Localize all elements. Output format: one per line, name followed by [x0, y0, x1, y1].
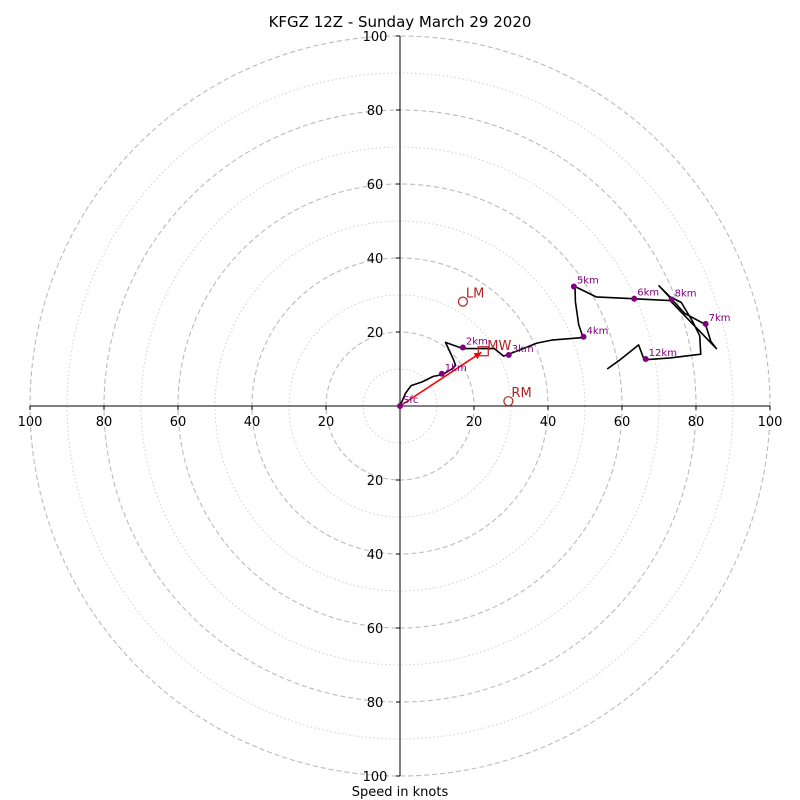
hodograph-trace	[399, 284, 718, 407]
hodograph-line	[399, 284, 718, 407]
height-label-6km: 6km	[637, 288, 659, 299]
tick-label-left-100: 100	[18, 415, 43, 430]
tick-label-right-100: 100	[758, 415, 783, 430]
tick-label-right-60: 60	[614, 415, 631, 430]
height-point-4km	[580, 333, 587, 340]
tick-label-up-80: 80	[367, 104, 384, 119]
tick-label-down-100: 100	[363, 770, 388, 785]
tick-label-down-80: 80	[367, 696, 384, 711]
lm-marker	[457, 296, 468, 307]
height-label-12km: 12km	[649, 348, 677, 359]
tick-label-left-40: 40	[244, 415, 261, 430]
tick-label-left-80: 80	[96, 415, 113, 430]
tick-label-up-60: 60	[367, 178, 384, 193]
tick-label-right-80: 80	[688, 415, 705, 430]
tick-label-down-60: 60	[367, 622, 384, 637]
height-point-1km	[438, 370, 445, 377]
chart-title: KFGZ 12Z - Sunday March 29 2020	[269, 13, 532, 31]
tick-label-down-20: 20	[367, 474, 384, 489]
mw-label: MW	[487, 339, 511, 354]
tick-label-left-20: 20	[318, 415, 335, 430]
tick-label-down-40: 40	[367, 548, 384, 563]
axis-tick-labels: 20 40 60 80 100 100 80 60 40 20 20 40 60 80 100 20 40 60 8…	[18, 30, 783, 785]
height-point-7km	[702, 320, 709, 327]
rm-marker	[503, 396, 514, 407]
height-point-sfc	[397, 403, 403, 409]
tick-label-up-40: 40	[367, 252, 384, 267]
height-label-8km: 8km	[675, 288, 697, 299]
height-label-2km: 2km	[466, 337, 488, 348]
height-label-sfc: Sfc	[403, 395, 418, 406]
height-markers: Sfc 1km 2km 3km 4km 5km 6km 7km 8km 12km	[397, 275, 731, 409]
height-label-7km: 7km	[709, 313, 731, 324]
tick-label-right-20: 20	[466, 415, 483, 430]
tick-label-left-60: 60	[170, 415, 187, 430]
shear-vector-line	[399, 351, 482, 407]
height-point-2km	[459, 344, 466, 351]
height-label-5km: 5km	[577, 275, 599, 286]
height-point-5km	[570, 283, 577, 290]
height-label-3km: 3km	[512, 344, 534, 355]
tick-label-up-20: 20	[367, 326, 384, 341]
height-point-12km	[642, 356, 649, 363]
tick-label-up-100: 100	[363, 30, 388, 45]
height-label-4km: 4km	[587, 326, 609, 337]
height-point-6km	[631, 295, 638, 302]
height-point-3km	[505, 351, 512, 358]
shear-vector-arrowhead	[473, 352, 482, 360]
tick-label-right-40: 40	[540, 415, 557, 430]
x-axis-label: Speed in knots	[352, 785, 449, 800]
storm-motion-markers: LM RM MW	[399, 287, 532, 407]
height-label-1km: 1km	[445, 363, 467, 374]
height-point-8km	[668, 296, 675, 303]
rm-label: RM	[511, 386, 531, 401]
lm-label: LM	[466, 287, 484, 302]
mw-marker	[477, 346, 489, 357]
